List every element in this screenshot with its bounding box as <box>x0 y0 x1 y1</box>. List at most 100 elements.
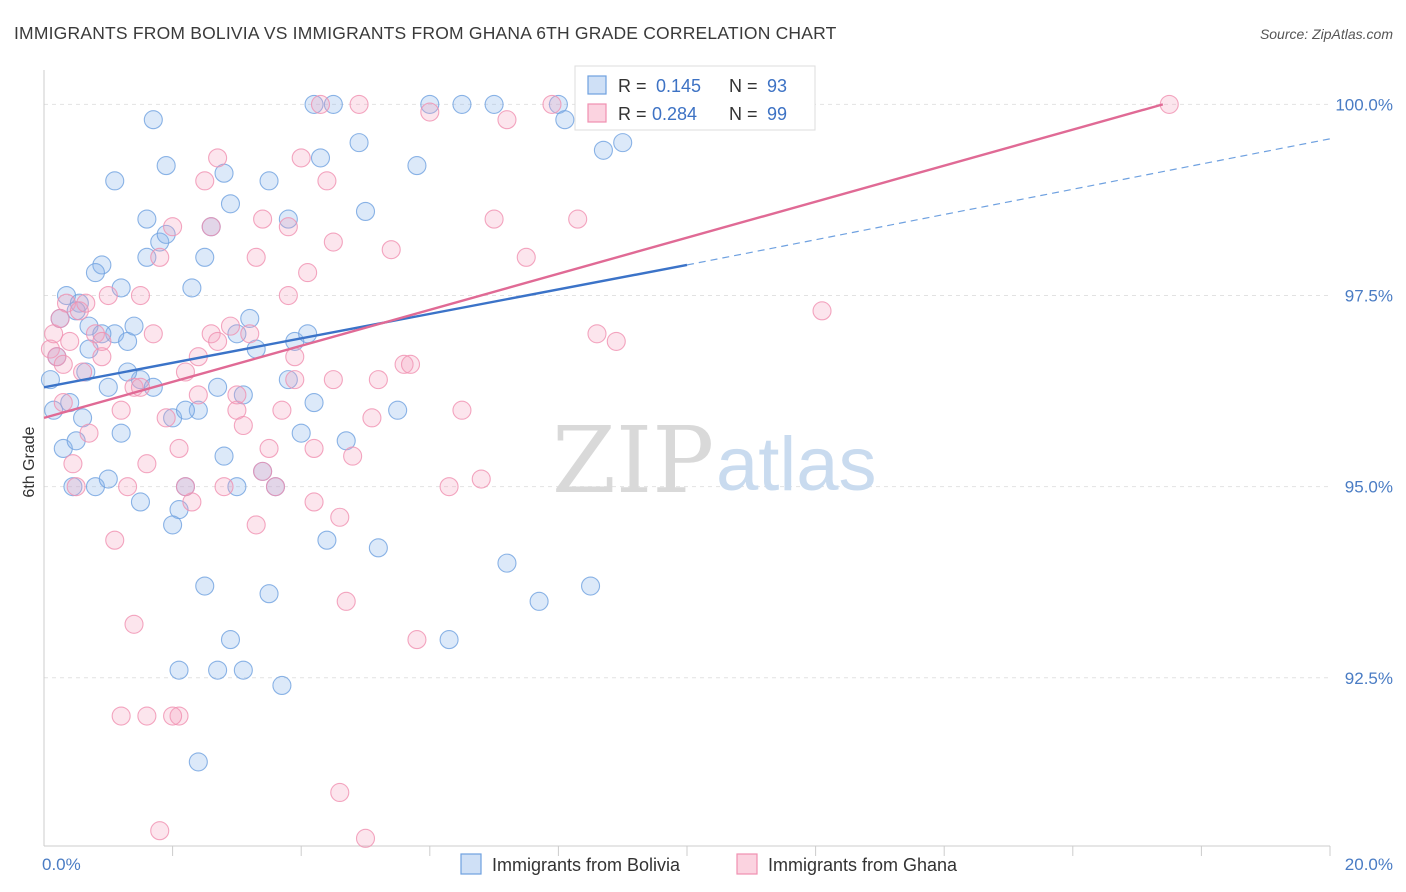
point-ghana-98 <box>400 354 421 374</box>
legend-bottom-swatch-ghana <box>736 853 758 875</box>
point-ghana-51 <box>330 507 350 527</box>
point-bolivia-75 <box>233 660 253 680</box>
legend-top-box <box>574 65 816 131</box>
y-tick-label-3: 100.0% <box>1335 95 1393 114</box>
point-ghana-80 <box>163 706 183 726</box>
legend-top-n-value-bolivia: 93 <box>767 76 787 96</box>
point-ghana-37 <box>240 324 260 344</box>
point-ghana-30 <box>195 171 215 191</box>
point-ghana-42 <box>272 400 292 420</box>
point-ghana-43 <box>278 217 298 237</box>
point-bolivia-55 <box>388 400 408 420</box>
point-bolivia-49 <box>317 530 337 550</box>
legend-top-r-value-bolivia: 0.145 <box>656 76 701 96</box>
point-bolivia-72 <box>188 752 208 772</box>
point-ghana-9 <box>69 301 89 321</box>
point-bolivia-82 <box>278 209 298 229</box>
axes <box>43 70 1331 856</box>
legend-top-swatch-bolivia <box>587 75 607 95</box>
point-ghana-16 <box>105 530 125 550</box>
point-ghana-25 <box>163 217 183 237</box>
point-bolivia-64 <box>555 110 575 130</box>
point-ghana-20 <box>130 285 150 306</box>
legend-top-n-label-bolivia: N = <box>729 76 758 96</box>
point-ghana-13 <box>85 324 105 344</box>
point-ghana-88 <box>330 782 350 803</box>
point-ghana-76 <box>111 706 131 726</box>
point-bolivia-86 <box>137 209 157 229</box>
trend-line-ghana <box>43 103 1164 420</box>
point-ghana-96 <box>323 232 343 252</box>
watermark-zip: ZIP <box>552 407 714 514</box>
x-tick-label-0: 0.0% <box>42 855 81 874</box>
point-ghana-90 <box>92 331 112 351</box>
point-bolivia-37 <box>240 308 260 329</box>
point-bolivia-65 <box>580 576 601 596</box>
point-bolivia-83 <box>304 94 324 114</box>
point-bolivia-52 <box>349 133 369 153</box>
point-ghana-18 <box>118 477 138 497</box>
point-ghana-24 <box>156 408 176 428</box>
point-bolivia-57 <box>420 94 440 114</box>
point-ghana-63 <box>471 469 491 489</box>
point-ghana-93 <box>208 331 228 351</box>
point-ghana-58 <box>394 354 414 374</box>
point-ghana-50 <box>323 370 343 390</box>
point-ghana-21 <box>137 454 157 474</box>
legend-top-swatch-ghana <box>587 103 607 123</box>
point-bolivia-28 <box>182 278 202 298</box>
point-ghana-33 <box>214 477 234 497</box>
point-bolivia-67 <box>613 133 633 153</box>
point-bolivia-68 <box>105 171 125 191</box>
point-ghana-59 <box>407 630 427 650</box>
point-bolivia-30 <box>195 247 215 267</box>
point-bolivia-34 <box>220 194 241 214</box>
point-ghana-56 <box>368 370 388 390</box>
scatter-points <box>40 94 1179 848</box>
point-ghana-23 <box>150 247 170 267</box>
point-ghana-32 <box>208 148 228 168</box>
point-ghana-31 <box>201 217 221 237</box>
point-ghana-77 <box>124 614 144 634</box>
point-ghana-89 <box>53 393 73 413</box>
point-ghana-68 <box>568 209 588 229</box>
point-bolivia-46 <box>298 324 318 344</box>
point-ghana-26 <box>169 706 189 726</box>
point-ghana-65 <box>497 110 517 130</box>
point-bolivia-79 <box>195 576 215 596</box>
point-ghana-36 <box>233 415 253 436</box>
point-ghana-39 <box>253 209 273 229</box>
point-bolivia-48 <box>310 148 331 168</box>
point-ghana-92 <box>169 438 189 458</box>
point-ghana-6 <box>60 331 80 351</box>
point-ghana-79 <box>150 821 170 841</box>
point-ghana-61 <box>439 477 459 497</box>
point-bolivia-73 <box>208 660 228 680</box>
point-bolivia-77 <box>130 492 150 512</box>
point-ghana-74 <box>812 301 832 321</box>
y-tick-label-1: 95.0% <box>1345 478 1393 497</box>
point-bolivia-74 <box>220 630 241 650</box>
point-ghana-38 <box>246 515 266 535</box>
point-bolivia-40 <box>259 584 279 604</box>
point-ghana-34 <box>220 316 241 336</box>
legend-bottom-label-ghana: Immigrants from Ghana <box>768 855 958 875</box>
point-bolivia-23 <box>150 232 170 252</box>
point-ghana-55 <box>355 828 376 848</box>
point-ghana-84 <box>227 385 247 405</box>
point-ghana-75 <box>1159 94 1179 114</box>
point-bolivia-53 <box>355 201 376 221</box>
point-ghana-41 <box>265 477 286 497</box>
point-bolivia-17 <box>111 423 131 443</box>
point-ghana-14 <box>92 347 112 367</box>
point-bolivia-84 <box>85 263 105 283</box>
point-bolivia-92 <box>175 400 196 420</box>
point-ghana-11 <box>76 293 96 313</box>
point-bolivia-62 <box>529 591 549 611</box>
point-ghana-70 <box>606 331 626 351</box>
point-bolivia-66 <box>593 140 613 160</box>
point-bolivia-47 <box>304 393 324 413</box>
point-ghana-2 <box>47 347 67 367</box>
point-bolivia-76 <box>98 469 118 489</box>
